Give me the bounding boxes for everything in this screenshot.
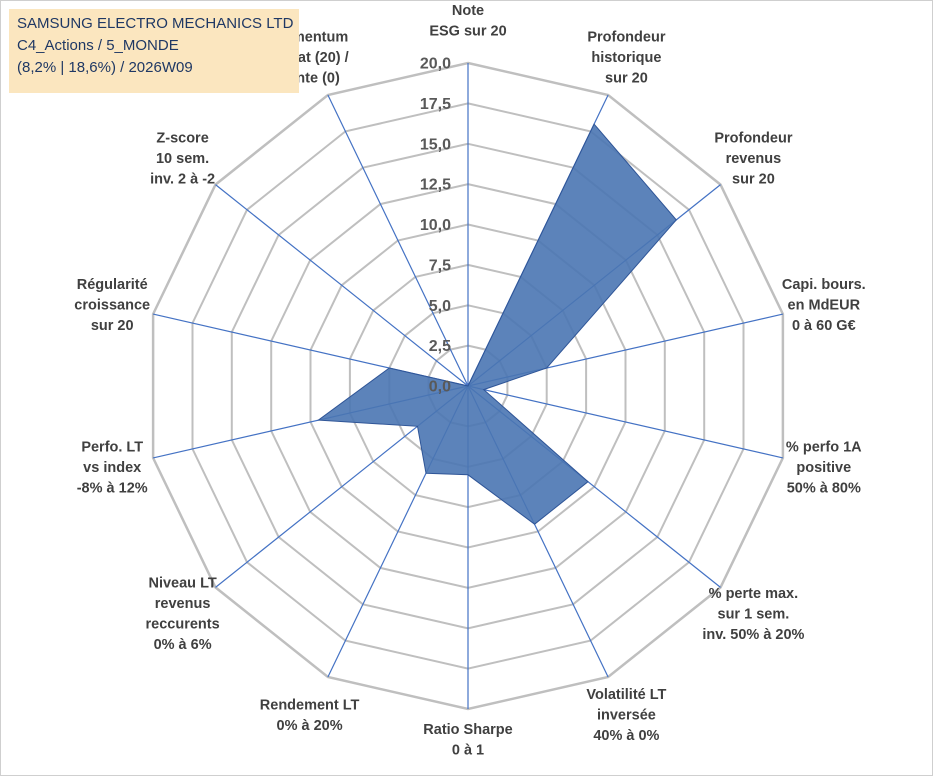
axis-label: Niveau LT revenus reccurents 0% à 6% (146, 576, 220, 654)
axis-label: Perfo. LT vs index -8% à 12% (77, 440, 148, 497)
axis-label: Rendement LT 0% à 20% (260, 697, 360, 734)
axis-spoke (215, 184, 469, 387)
axis-label: Capi. bours. en MdEUR 0 à 60 G€ (782, 277, 866, 334)
tick-label: 0,0 (429, 379, 451, 396)
title-box: SAMSUNG ELECTRO MECHANICS LTD C4_Actions… (9, 9, 299, 93)
axis-label: % perte max. sur 1 sem. inv. 50% à 20% (702, 586, 804, 643)
axis-label: Régularité croissance sur 20 (74, 277, 150, 334)
axis-spoke (467, 385, 784, 459)
tick-label: 10,0 (420, 217, 451, 234)
tick-label: 5,0 (429, 298, 451, 315)
period-label: (8,2% | 18,6%) / 2026W09 (17, 59, 193, 76)
axis-label: Profondeur historique sur 20 (587, 29, 665, 86)
portfolio-name: C4_Actions / 5_MONDE (17, 37, 179, 54)
axis-label: % perfo 1A positive 50% à 80% (786, 440, 862, 497)
axis-label: Note ESG sur 20 (429, 3, 506, 40)
axis-label: Profondeur revenus sur 20 (714, 131, 792, 188)
axis-label: Z-score 10 sem. inv. 2 à -2 (150, 131, 215, 188)
radial-tick-labels: 0,0 2,5 5,0 7,5 10,0 12,5 15,0 17,5 20,0 (420, 56, 451, 396)
axis-label: Volatilité LT inversée 40% à 0% (586, 687, 666, 744)
tick-label: 17,5 (420, 96, 451, 113)
company-name: SAMSUNG ELECTRO MECHANICS LTD (17, 15, 294, 32)
axis-spoke (327, 94, 469, 387)
axis-label: Ratio Sharpe 0 à 1 (423, 722, 512, 759)
tick-label: 2,5 (429, 338, 451, 355)
tick-label: 12,5 (420, 177, 451, 194)
radar-series (316, 123, 677, 525)
data-polygon (316, 123, 677, 525)
tick-label: 15,0 (420, 136, 451, 153)
axis-labels: Note ESG sur 20 Profondeur historique sur 20… (74, 3, 865, 759)
tick-label: 7,5 (429, 257, 451, 274)
tick-label: 20,0 (420, 56, 451, 73)
